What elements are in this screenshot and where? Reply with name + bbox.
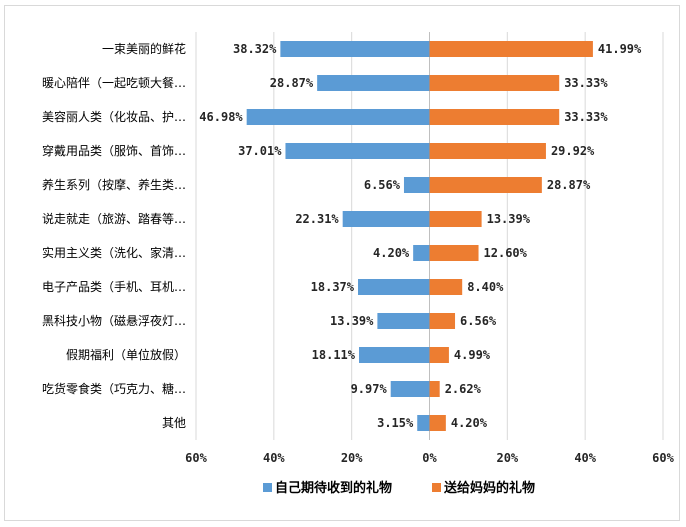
data-label-gift-for-mom: 2.62% (445, 382, 482, 396)
category-label: 暖心陪伴（一起吃顿大餐… (42, 75, 186, 90)
data-label-self-expected: 46.98% (199, 110, 243, 124)
data-label-self-expected: 18.37% (311, 280, 355, 294)
data-label-self-expected: 9.97% (351, 382, 388, 396)
category-label: 实用主义类（洗化、家清… (42, 245, 186, 260)
category-label: 黑科技小物（磁悬浮夜灯… (42, 313, 186, 328)
bar-gift-for-mom (429, 279, 463, 295)
bar-gift-for-mom (429, 347, 449, 363)
data-label-self-expected: 3.15% (377, 416, 414, 430)
category-label: 养生系列（按摩、养生类… (42, 177, 186, 192)
bar-self-expected (417, 415, 430, 431)
bar-self-expected (390, 381, 430, 397)
bar-self-expected (246, 109, 430, 125)
x-tick-label: 40% (263, 451, 285, 465)
data-label-gift-for-mom: 33.33% (564, 110, 608, 124)
bar-self-expected (403, 177, 430, 193)
data-label-gift-for-mom: 41.99% (598, 42, 642, 56)
category-label: 穿戴用品类（服饰、首饰… (42, 143, 186, 158)
x-tick-label: 20% (496, 451, 518, 465)
bar-gift-for-mom (429, 381, 440, 397)
data-label-gift-for-mom: 12.60% (484, 246, 528, 260)
data-label-gift-for-mom: 28.87% (547, 178, 591, 192)
data-label-self-expected: 28.87% (270, 76, 314, 90)
category-label: 说走就走（旅游、踏春等… (42, 211, 186, 226)
bar-self-expected (359, 347, 430, 363)
bar-self-expected (358, 279, 430, 295)
bar-gift-for-mom (429, 143, 546, 159)
legend-gift-for-mom-label: 送给妈妈的礼物 (443, 480, 535, 496)
category-label: 一束美丽的鲜花 (102, 41, 186, 56)
bar-self-expected (342, 211, 430, 227)
bar-gift-for-mom (429, 177, 542, 193)
data-label-gift-for-mom: 8.40% (467, 280, 504, 294)
bar-gift-for-mom (429, 41, 593, 57)
data-label-gift-for-mom: 4.20% (451, 416, 488, 430)
x-tick-label: 20% (341, 451, 363, 465)
data-label-gift-for-mom: 4.99% (454, 348, 491, 362)
bar-self-expected (285, 143, 430, 159)
data-label-self-expected: 4.20% (373, 246, 410, 260)
bar-self-expected (317, 75, 430, 91)
data-label-self-expected: 18.11% (312, 348, 356, 362)
legend-self-expected-swatch (263, 483, 272, 492)
bar-gift-for-mom (429, 415, 446, 431)
x-tick-label: 60% (652, 451, 674, 465)
data-label-gift-for-mom: 13.39% (487, 212, 531, 226)
data-label-self-expected: 37.01% (238, 144, 282, 158)
data-label-self-expected: 22.31% (295, 212, 339, 226)
bar-self-expected (377, 313, 430, 329)
x-tick-label: 0% (422, 451, 437, 465)
data-label-self-expected: 13.39% (330, 314, 374, 328)
x-tick-label: 40% (574, 451, 596, 465)
data-label-self-expected: 6.56% (364, 178, 401, 192)
category-label: 美容丽人类（化妆品、护… (42, 109, 186, 124)
bar-gift-for-mom (429, 245, 479, 261)
category-label: 其他 (162, 416, 186, 430)
category-label: 吃货零食类（巧克力、糖… (42, 381, 186, 396)
category-label: 假期福利（单位放假） (66, 347, 186, 362)
x-tick-label: 60% (185, 451, 207, 465)
data-label-self-expected: 38.32% (233, 42, 277, 56)
bar-gift-for-mom (429, 211, 482, 227)
data-label-gift-for-mom: 33.33% (564, 76, 608, 90)
bar-gift-for-mom (429, 313, 456, 329)
legend-gift-for-mom-swatch (432, 483, 441, 492)
category-label: 电子产品类（手机、耳机… (42, 280, 186, 294)
bar-gift-for-mom (429, 75, 560, 91)
legend-self-expected-label: 自己期待收到的礼物 (275, 480, 392, 496)
bar-self-expected (413, 245, 430, 261)
bar-gift-for-mom (429, 109, 560, 125)
bar-self-expected (280, 41, 430, 57)
data-label-gift-for-mom: 29.92% (551, 144, 595, 158)
data-label-gift-for-mom: 6.56% (460, 314, 497, 328)
